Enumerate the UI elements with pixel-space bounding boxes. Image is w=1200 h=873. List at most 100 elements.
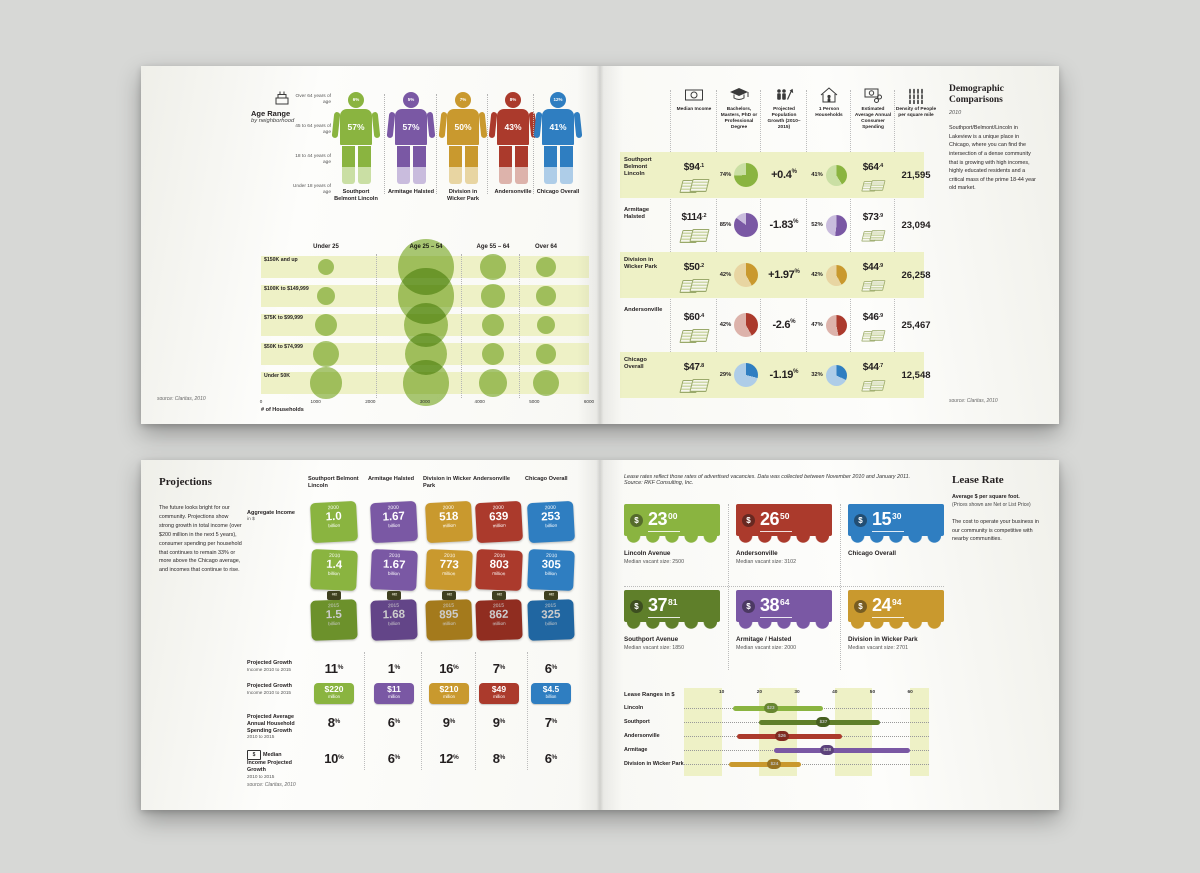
consumer-spending-cell: $44.9 <box>852 252 894 298</box>
aggregate-income-tag: 2015 325 billion <box>527 599 575 641</box>
growth-pct-sign: % <box>551 754 558 761</box>
figure-label: Andersonville <box>494 189 532 195</box>
price-cents: 00 <box>668 510 678 521</box>
price-cents: 81 <box>668 596 678 607</box>
lease-listing: $3864 Armitage / Halsted Median vacant siz… <box>736 590 832 651</box>
bubble <box>535 256 557 278</box>
growth-number: 12 <box>439 751 453 766</box>
demo-year: 2010 <box>949 110 962 116</box>
education-cell: 42% <box>718 302 760 348</box>
bubble <box>536 315 555 334</box>
figure-chest-pct: 57% <box>347 122 365 132</box>
figure-legs <box>534 146 582 184</box>
growth-amount-tag: $49 million <box>479 683 519 704</box>
one-person-cell: 52% <box>808 202 850 248</box>
growth-number: 8 <box>492 751 500 766</box>
lease-note: Lease rates reflect those rates of adver… <box>624 474 911 486</box>
growth-number: 10 <box>324 751 338 766</box>
spending-value: $73.9 <box>852 207 894 225</box>
projection-row-sub: 2010 to 2015 <box>247 734 275 740</box>
tag-unit: billion <box>388 620 401 627</box>
growth-unit: million <box>388 694 400 700</box>
lease-body: The cost to operate your business in our… <box>952 519 1039 543</box>
growth-pct-sign: % <box>793 219 799 225</box>
population-growth-cell: -1.19% <box>762 352 806 398</box>
income-value: $94.1 <box>672 157 716 175</box>
aggregate-income-label-text: Aggregate Income <box>247 510 295 516</box>
demographic-row: Andersonville $60.4 42% -2.6% 47% $46.9 25,467 <box>620 302 931 348</box>
bubble <box>403 360 449 406</box>
lease-range-row-label: Andersonville <box>624 732 660 739</box>
income-row-label: Under 50K <box>264 373 290 379</box>
money-stack-icon <box>863 280 884 290</box>
listing-vacant-size: Median vacant size: 3102 <box>736 559 797 565</box>
bubble <box>481 284 505 308</box>
growth-pct-sign: % <box>793 369 799 375</box>
growth-number: 7 <box>544 715 552 730</box>
column-divider <box>475 652 476 770</box>
demo-column-label: Projected Population Growth (2010–2015) <box>767 107 801 130</box>
dollar-sign-icon: $ <box>854 599 867 613</box>
age-legend-item: Under 18 years of age <box>292 184 331 195</box>
demographic-row: Armitage Halsted $114.2 85% -1.83% 52% $73.9 2… <box>620 202 931 248</box>
row-divider <box>624 586 944 587</box>
spending-dollars: $44 <box>862 362 879 373</box>
growth-pct-sign: % <box>790 319 796 325</box>
growth-pct-sign: % <box>337 754 344 761</box>
demographic-row: Division in Wicker Park $50.2 42% +1.97% 42%… <box>620 252 931 298</box>
growth-amount: $220 <box>324 684 344 694</box>
lease-value-dot: $38 <box>820 745 835 755</box>
price-dollars: 38 <box>760 594 780 615</box>
age-figure: 7% 50% Division in Wicker Park <box>439 92 487 202</box>
neighborhood-column-header: Southport Belmont Lincoln <box>308 476 359 489</box>
income-row-label: $75K to $99,999 <box>264 315 303 321</box>
figure-leg <box>559 146 573 184</box>
growth-pct-sign: % <box>394 754 401 761</box>
education-pie <box>734 363 759 387</box>
projection-row-label: $ Median Income Projected Growth 2010 to 2… <box>247 750 301 779</box>
figure-divider <box>533 94 534 194</box>
awning: $1530 <box>848 504 944 543</box>
density-cell: 23,094 <box>896 202 936 248</box>
lease-listing: $2650 Andersonville Median vacant size: 31… <box>736 504 832 565</box>
density-value: 26,258 <box>901 269 931 281</box>
figure-divider <box>384 94 385 194</box>
education-pct-label: 85% <box>719 222 732 228</box>
tag-unit: billion <box>545 620 558 627</box>
figure-chest-pct: 43% <box>504 122 522 132</box>
growth-number: 6 <box>544 661 552 676</box>
price-dollars: 23 <box>648 508 668 529</box>
growth-number: 8 <box>327 715 335 730</box>
bubble <box>481 313 505 337</box>
demo-column-label: Median Income <box>676 107 712 112</box>
density-value: 12,548 <box>901 369 931 381</box>
lease-listing: $1530 Chicago Overall <box>848 504 944 559</box>
education-pie <box>734 313 759 337</box>
projection-row-title: Projected Average Annual Household Spend… <box>247 714 295 734</box>
lease-range-row-label: Lincoln <box>624 704 644 711</box>
axis-tick-label: 0 <box>259 399 263 404</box>
growth-unit: million <box>443 694 455 700</box>
listing-name: Lincoln Avenue <box>624 550 671 557</box>
aggregate-income-tag: 2000 639 million <box>474 500 524 544</box>
source-note: source: Claritas, 2010 <box>247 782 296 788</box>
demo-intro: Southport/Belmont/Lincoln in Lakeview is… <box>949 125 1036 192</box>
growth-number: 7 <box>492 661 500 676</box>
growth-unit: million <box>328 694 340 700</box>
education-cell: 42% <box>718 252 760 298</box>
source-note: source: Claritas, 2010 <box>157 396 206 402</box>
consumer-spending-cell: $73.9 <box>852 202 894 248</box>
axis-tick-label: 20 <box>756 690 763 695</box>
awning: $2650 <box>736 504 832 543</box>
axis-tick-label: 3000 <box>419 399 431 404</box>
age-range-header: Age Range by neighborhood <box>251 90 313 124</box>
demo-column-header: Density of People per square mile <box>895 86 937 119</box>
aggregate-income-tag: 2010 1.67 billion <box>370 549 418 591</box>
projected-growth-value: 8% <box>479 750 519 768</box>
figure-head-pct: 5% <box>403 92 419 108</box>
projections-intro: The future looks bright for our communit… <box>159 505 242 574</box>
figure-head-pct: 6% <box>348 92 364 108</box>
leader-dots <box>684 764 929 765</box>
neighborhood-name: Andersonville <box>624 307 663 313</box>
one-person-pct-label: 52% <box>811 222 823 228</box>
